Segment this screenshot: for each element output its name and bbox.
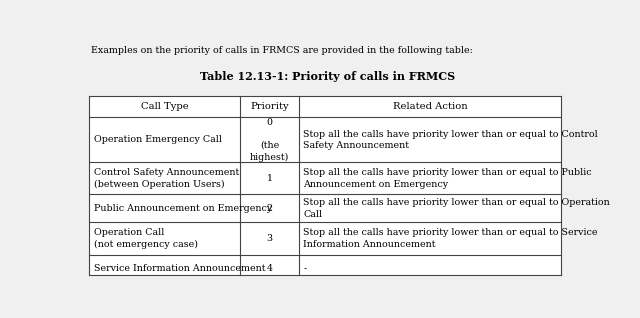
Text: -: - [303, 264, 307, 273]
Text: Related Action: Related Action [393, 102, 468, 111]
Text: Stop all the calls have priority lower than or equal to Public
Announcement on E: Stop all the calls have priority lower t… [303, 168, 592, 189]
Text: 1: 1 [266, 174, 273, 183]
Text: 2: 2 [266, 204, 273, 213]
Text: Control Safety Announcement
(between Operation Users): Control Safety Announcement (between Ope… [94, 168, 239, 189]
Text: Priority: Priority [250, 102, 289, 111]
Text: 3: 3 [266, 234, 273, 243]
Text: 0

(the
highest): 0 (the highest) [250, 118, 289, 162]
Text: Operation Call
(not emergency case): Operation Call (not emergency case) [94, 228, 198, 249]
Text: Stop all the calls have priority lower than or equal to Operation
Call: Stop all the calls have priority lower t… [303, 198, 610, 218]
Text: Stop all the calls have priority lower than or equal to Service
Information Anno: Stop all the calls have priority lower t… [303, 228, 598, 249]
Text: Operation Emergency Call: Operation Emergency Call [94, 135, 222, 144]
Text: Examples on the priority of calls in FRMCS are provided in the following table:: Examples on the priority of calls in FRM… [91, 46, 473, 55]
Text: Service Information Announcement: Service Information Announcement [94, 264, 266, 273]
Text: Table 12.13-1: Priority of calls in FRMCS: Table 12.13-1: Priority of calls in FRMC… [200, 71, 456, 81]
Text: Public Announcement on Emergency: Public Announcement on Emergency [94, 204, 272, 213]
Text: 4: 4 [266, 264, 273, 273]
Text: Stop all the calls have priority lower than or equal to Control
Safety Announcem: Stop all the calls have priority lower t… [303, 129, 598, 150]
Text: Call Type: Call Type [141, 102, 189, 111]
Bar [90, 96, 561, 275]
